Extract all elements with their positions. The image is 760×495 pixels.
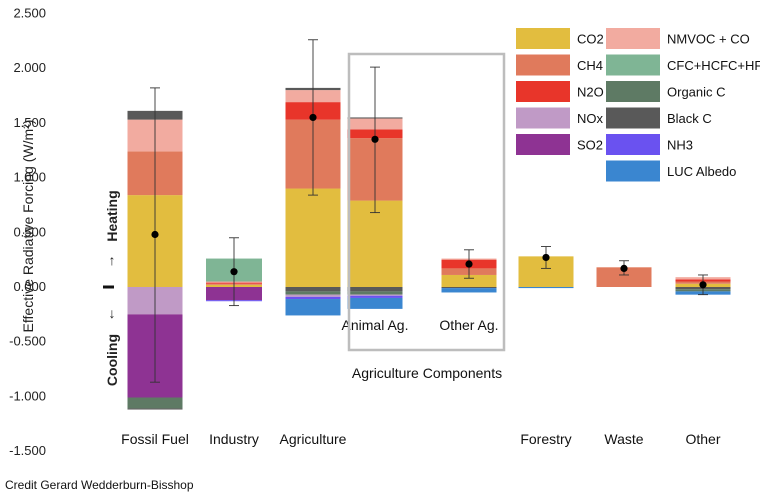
y-axis-ticks: 2.500 2.000 1.500 1.000 0.500 0.000 -0.500 -1.0… xyxy=(9,6,46,459)
group-label: Agriculture Components xyxy=(352,365,502,381)
net-point-other-ag xyxy=(465,260,473,268)
bar-other-ag-black-c-negative xyxy=(441,287,497,289)
y-tick-label: -0.500 xyxy=(9,334,46,349)
net-point-industry xyxy=(230,268,238,276)
bar-fossil-fuel-black-c-negative xyxy=(127,408,183,410)
net-point-forestry xyxy=(542,253,550,262)
bar-agriculture-organic-c-negative xyxy=(285,291,341,295)
category-label-animal-ag: Animal Ag. xyxy=(342,317,409,333)
error-bars xyxy=(150,39,708,383)
net-point-agriculture xyxy=(309,113,317,122)
bar-agriculture-nox-negative xyxy=(285,294,341,297)
legend-swatch-luc-albedo xyxy=(606,160,660,182)
legend-swatch-nmvoc-co xyxy=(606,28,660,49)
bar-other-ag-co2 xyxy=(441,274,497,287)
category-label-other: Other xyxy=(685,431,720,447)
bar-agriculture-nh3-negative xyxy=(285,296,341,300)
bar-animal-ag-black-c-negative xyxy=(347,287,403,292)
credit: Credit Gerard Wedderburn-Bisshop xyxy=(5,478,194,492)
y-tick-label: 0.500 xyxy=(13,224,46,239)
legend-label-nox: NOx xyxy=(577,111,604,126)
legend-label-n2o: N2O xyxy=(577,85,604,100)
y-tick-label: -1.000 xyxy=(9,388,46,403)
legend-swatch-ch4 xyxy=(516,54,570,76)
bar-animal-ag-nh3-negative xyxy=(347,295,403,298)
net-point-animal-ag xyxy=(371,135,379,143)
category-label-waste: Waste xyxy=(604,431,643,447)
net-point-fossil-fuel xyxy=(151,230,159,239)
legend-swatch-so2 xyxy=(516,134,570,155)
legend-label-luc-albedo: LUC Albedo xyxy=(667,164,736,179)
category-label-agriculture: Agriculture xyxy=(280,431,347,447)
y-tick-label: 2.000 xyxy=(13,60,46,75)
y-tick-label: 1.000 xyxy=(13,170,46,185)
y-tick-label: -1.500 xyxy=(9,443,46,458)
bar-animal-ag-organic-c-negative xyxy=(347,291,403,295)
heating-label: Heating xyxy=(104,190,120,241)
y-axis-label: Effective Radiative Forcing (W/m²) xyxy=(20,120,36,333)
category-label-industry: Industry xyxy=(209,431,259,447)
category-labels: Fossil Fuel Industry Agriculture Animal Ag.… xyxy=(121,317,721,447)
legend-swatch-co2 xyxy=(516,28,570,49)
legend-label-ch4: CH4 xyxy=(577,58,603,73)
legend-label-nh3: NH3 xyxy=(667,138,693,153)
cooling-label: Cooling xyxy=(104,334,120,386)
category-label-forestry: Forestry xyxy=(520,431,571,447)
legend-swatch-organic-c xyxy=(606,81,660,102)
bar-fossil-fuel-organic-c-negative xyxy=(127,397,183,409)
bar-other-ag-luc-albedo-negative xyxy=(441,288,497,293)
bar-animal-ag-co2 xyxy=(347,200,403,287)
legend-label-cfc-hcfc-hfc: CFC+HCFC+HFC xyxy=(667,58,760,73)
legend: CO2 CH4 N2O NOx SO2 NMVOC + CO CFC+HCFC+HFC Org… xyxy=(516,28,760,182)
cooling-arrow-icon: ↓ xyxy=(109,305,116,321)
legend-swatch-cfc-hcfc-hfc xyxy=(606,54,660,76)
heating-arrow-icon: ↑ xyxy=(109,252,116,268)
category-label-fossil-fuel: Fossil Fuel xyxy=(121,431,189,447)
net-point-waste xyxy=(620,264,628,273)
legend-swatch-n2o xyxy=(516,81,570,102)
bar-waste-ch4 xyxy=(596,267,652,287)
net-point-other xyxy=(699,281,707,289)
legend-swatch-nox xyxy=(516,107,570,129)
legend-swatch-nh3 xyxy=(606,134,660,155)
y-tick-label: 2.500 xyxy=(13,6,46,21)
category-label-other-ag: Other Ag. xyxy=(439,317,498,333)
y-tick-label: 1.500 xyxy=(13,115,46,130)
legend-label-co2: CO2 xyxy=(577,32,604,47)
bar-animal-ag-nox-negative xyxy=(347,294,403,296)
y-tick-label: 0.000 xyxy=(13,279,46,294)
legend-label-nmvoc-co: NMVOC + CO xyxy=(667,32,750,47)
legend-label-black-c: Black C xyxy=(667,111,712,126)
bar-animal-ag-luc-albedo-negative xyxy=(347,297,403,309)
bar-agriculture-co2 xyxy=(285,188,341,287)
agriculture-components-box xyxy=(347,52,506,352)
legend-label-organic-c: Organic C xyxy=(667,85,726,100)
bar-forestry-luc-albedo-negative xyxy=(518,287,574,289)
legend-label-so2: SO2 xyxy=(577,138,603,153)
bar-agriculture-black-c-negative xyxy=(285,287,341,292)
legend-swatch-black-c xyxy=(606,107,660,129)
bar-agriculture-luc-albedo-negative xyxy=(285,299,341,316)
